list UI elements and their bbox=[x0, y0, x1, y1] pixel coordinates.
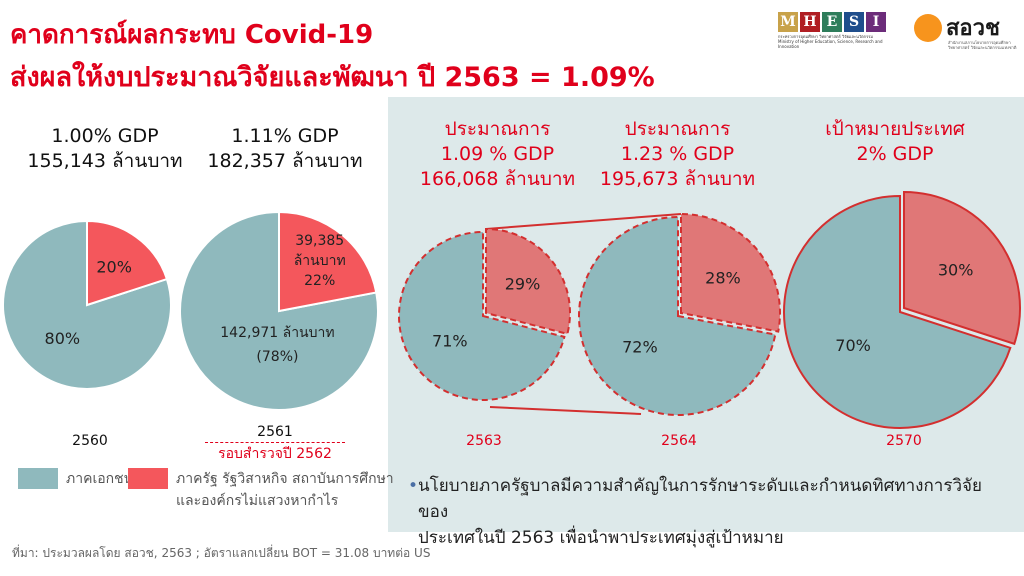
mhesi-letter: H bbox=[800, 12, 820, 32]
mhesi-letter: I bbox=[866, 12, 886, 32]
legend-item-private: ภาคเอกชน bbox=[18, 468, 133, 490]
chart-2570-label: เป้าหมายประเทศ bbox=[825, 118, 965, 140]
pie-2564-slice-private bbox=[578, 215, 777, 416]
policy-note-line1: นโยบายภาครัฐบาลมีความสำคัญในการรักษาระดั… bbox=[418, 476, 982, 522]
legend-swatch-private bbox=[18, 468, 58, 489]
bullet-icon: • bbox=[408, 476, 419, 496]
chart-2561-gdp: 1.11% GDP bbox=[231, 125, 339, 147]
chart-2564-gdp: 1.23 % GDP bbox=[620, 143, 735, 165]
connector-line-top bbox=[485, 213, 682, 230]
ora-logo: สอวช bbox=[914, 10, 1000, 45]
policy-note-line2: ประเทศในปี 2563 เพื่อนำพาประเทศมุ่งสู่เป… bbox=[418, 528, 784, 548]
year-2561: 2561 bbox=[257, 424, 293, 440]
year-2570: 2570 bbox=[886, 433, 922, 449]
mhesi-letter: M bbox=[778, 12, 798, 32]
pie-2563-public-label: 29% bbox=[505, 275, 541, 294]
pie-2564-public-label: 28% bbox=[705, 268, 741, 287]
chart-2564-header: ประมาณการ 1.23 % GDP 195,673 ล้านบาท bbox=[585, 117, 770, 192]
pie-2564-slice-public bbox=[680, 212, 781, 333]
mhesi-letter: E bbox=[822, 12, 842, 32]
pie-2561-private-percent: (78%) bbox=[256, 349, 298, 365]
year-2563: 2563 bbox=[466, 433, 502, 449]
pie-2570-slice-private bbox=[783, 194, 1012, 429]
legend-label-public-1: ภาครัฐ รัฐวิสาหกิจ สถาบันการศึกษา bbox=[176, 471, 394, 487]
pie-2560-public-label: 20% bbox=[96, 258, 132, 277]
ora-logo-text: สอวช bbox=[946, 16, 1000, 41]
pie-2561-private-amount: 142,971 ล้านบาท bbox=[220, 325, 334, 341]
chart-2564-label: ประมาณการ bbox=[624, 118, 731, 140]
pie-2563-slice-private bbox=[398, 230, 566, 401]
mhesi-subtitle: กระทรวงการอุดมศึกษา วิทยาศาสตร์ วิจัยและ… bbox=[778, 34, 883, 49]
pie-2570-private-label: 70% bbox=[835, 336, 871, 355]
mhesi-letter: S bbox=[844, 12, 864, 32]
chart-2563-label: ประมาณการ bbox=[444, 118, 551, 140]
legend-swatch-public bbox=[128, 468, 168, 489]
chart-2563-amount: 166,068 ล้านบาท bbox=[419, 168, 576, 190]
source-footnote: ที่มา: ประมวลผลโดย สอวช, 2563 ; อัตราแลก… bbox=[12, 546, 431, 560]
ora-subtitle: สำนักงานสภานโยบายการอุดมศึกษา วิทยาศาสตร… bbox=[948, 40, 1017, 50]
chart-2560-amount: 155,143 ล้านบาท bbox=[27, 150, 183, 172]
year-2561-note: รอบสำรวจปี 2562 bbox=[205, 442, 345, 465]
pie-2570-public-label: 30% bbox=[938, 260, 974, 279]
chart-2560-header: 1.00% GDP 155,143 ล้านบาท bbox=[20, 124, 190, 174]
pie-2560-private-label: 80% bbox=[45, 329, 81, 348]
pie-2561-public-percent: 22% bbox=[304, 273, 335, 289]
pie-2564-private-label: 72% bbox=[622, 338, 658, 357]
page-subtitle: ส่งผลให้งบประมาณวิจัยและพัฒนา ปี 2563 = … bbox=[10, 62, 655, 93]
connector-line-bottom bbox=[489, 406, 642, 415]
pie-2561-public-amount: 39,385 bbox=[295, 233, 344, 249]
pie-2561-public-unit: ล้านบาท bbox=[294, 253, 346, 269]
chart-2570-header: เป้าหมายประเทศ 2% GDP bbox=[800, 117, 990, 167]
pie-2570-slice-public bbox=[903, 190, 1021, 346]
chart-2561-amount: 182,357 ล้านบาท bbox=[207, 150, 363, 172]
chart-2563-gdp: 1.09 % GDP bbox=[440, 143, 555, 165]
legend-item-public: ภาครัฐ รัฐวิสาหกิจ สถาบันการศึกษา และองค… bbox=[128, 468, 394, 512]
chart-2564-amount: 195,673 ล้านบาท bbox=[599, 168, 756, 190]
chart-2570-gdp: 2% GDP bbox=[856, 143, 934, 165]
legend-label-private: ภาคเอกชน bbox=[66, 471, 134, 487]
chart-2560-gdp: 1.00% GDP bbox=[51, 125, 159, 147]
pie-2563-private-label: 71% bbox=[432, 332, 468, 351]
ora-mark-icon bbox=[914, 13, 942, 42]
pie-2563-slice-public bbox=[485, 227, 571, 336]
legend-label-public-2: และองค์กรไม่แสวงหากำไร bbox=[176, 493, 339, 509]
policy-note: • นโยบายภาครัฐบาลมีความสำคัญในการรักษาระ… bbox=[408, 473, 1008, 551]
page-title: คาดการณ์ผลกระทบ Covid-19 bbox=[10, 20, 374, 50]
year-2564: 2564 bbox=[661, 433, 697, 449]
chart-2561-header: 1.11% GDP 182,357 ล้านบาท bbox=[200, 124, 370, 174]
pie-2561-slice-public bbox=[278, 210, 378, 313]
chart-2563-header: ประมาณการ 1.09 % GDP 166,068 ล้านบาท bbox=[405, 117, 590, 192]
year-2560: 2560 bbox=[72, 433, 108, 449]
pie-2560-slice-public bbox=[86, 219, 169, 307]
